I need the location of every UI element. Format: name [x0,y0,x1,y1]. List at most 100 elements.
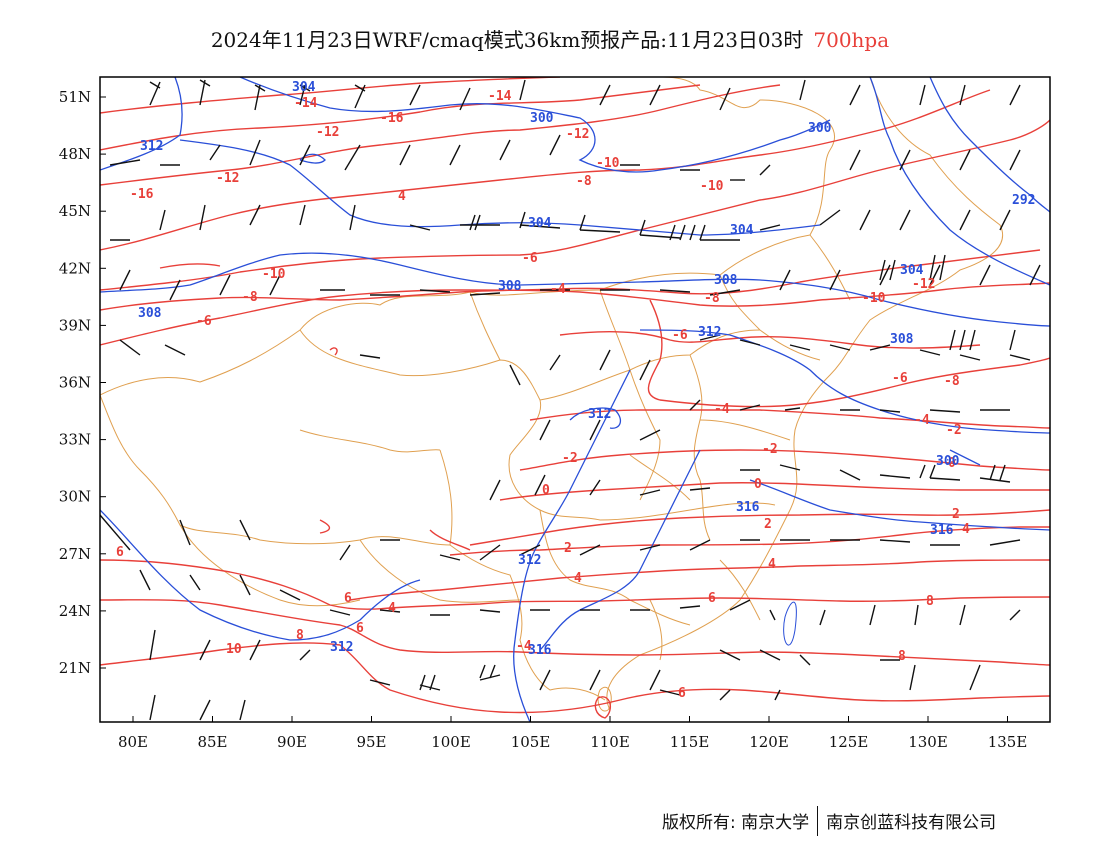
height-label: 308 [890,332,914,347]
height-label: 304 [292,80,316,95]
latitude-tick-label: 51N [59,88,91,106]
temp-label: 2 [764,517,772,532]
temperature-contours [100,77,1050,719]
longitude-tick-label: 125E [829,733,869,751]
longitude-tick-label: 120E [749,733,789,751]
temp-label: -10 [862,291,886,306]
latitude-tick-label: 27N [59,545,91,563]
temp-label: 4 [962,522,970,537]
temp-label: -6 [196,314,212,329]
temp-label: -12 [912,277,935,292]
temp-label: -4 [550,282,566,297]
longitude-tick-label: 105E [511,733,551,751]
height-label: 316 [528,643,552,658]
height-label: 316 [930,523,954,538]
administrative-borders [100,77,1003,712]
height-labels: 304 300 300 312 304 304 292 308 308 304 … [138,80,1035,658]
temp-label: -2 [562,451,578,466]
temp-label: -10 [596,156,620,171]
longitude-tick-label: 115E [670,733,710,751]
height-label: 304 [730,223,754,238]
temp-label: -12 [316,125,339,140]
height-label: 312 [140,139,163,154]
temp-label: 8 [926,594,934,609]
longitude-tick-label: 135E [988,733,1028,751]
latitude-tick-label: 42N [59,259,91,277]
temp-label: -8 [704,291,720,306]
temp-label: 6 [708,591,716,606]
pressure-level-label: 700hpa [813,28,890,52]
temp-label: 6 [116,545,124,560]
height-label: 316 [736,500,760,515]
latitude-tick-label: 36N [59,374,91,392]
longitude-tick-label: 85E [197,733,227,751]
temp-label: -6 [672,328,688,343]
temp-label: 6 [344,591,352,606]
title-main: 2024年11月23日WRF/cmaq模式36km预报产品:11月23日03时 [210,28,804,52]
temp-label: 4 [388,601,396,616]
longitude-tick-label: 110E [590,733,630,751]
temp-label: -10 [700,179,724,194]
height-label: 304 [528,216,552,231]
temp-label: -16 [130,187,154,202]
height-label: 300 [808,121,832,136]
plot-area: -14 -14 -16 -12 -12 -16 -12 -10 -8 -10 -… [100,77,1050,722]
temp-label: 8 [296,628,304,643]
temperature-labels: -14 -14 -16 -12 -12 -16 -12 -10 -8 -10 -… [116,89,970,701]
plot-frame [99,76,1051,723]
temp-label: -16 [380,111,404,126]
temp-label: -12 [566,127,589,142]
temp-label: -8 [242,290,258,305]
height-label: 308 [714,273,738,288]
longitude-tick-label: 80E [118,733,148,751]
latitude-axis: 51N 48N 45N 42N 39N 36N 33N 30N 27N 24N 21N [59,88,106,677]
temp-label: 2 [952,507,960,522]
temp-label: -4 [714,402,730,417]
temp-label: 6 [356,621,364,636]
temp-label: 8 [898,649,906,664]
temp-label: -8 [576,174,592,189]
latitude-tick-label: 21N [59,659,91,677]
temp-label: -8 [944,374,960,389]
copyright-left: 版权所有: 南京大学 [662,813,810,833]
temp-label: -6 [522,251,538,266]
temp-label: -12 [216,171,239,186]
longitude-tick-label: 130E [908,733,948,751]
latitude-tick-label: 45N [59,202,91,220]
height-label: 300 [530,111,554,126]
wind-barbs [100,79,1041,721]
height-label: 312 [698,325,721,340]
latitude-tick-label: 48N [59,145,91,163]
temp-label: 2 [564,541,572,556]
height-label: 292 [1012,193,1035,208]
height-label: 300 [936,454,960,469]
temp-label: -4 [516,639,532,654]
temp-label: -2 [762,442,778,457]
temp-label: 0 [542,483,550,498]
longitude-tick-label: 100E [431,733,471,751]
temp-label: -10 [262,267,286,282]
temp-label: 4 [574,571,582,586]
temp-label: -14 [294,96,318,111]
longitude-tick-label: 90E [277,733,307,751]
height-label: 308 [498,279,522,294]
latitude-tick-label: 30N [59,488,91,506]
temp-label: -2 [946,423,962,438]
temp-label: -14 [488,89,512,104]
temp-label: -6 [892,371,908,386]
height-label: 312 [588,407,611,422]
temp-label: 0 [754,477,762,492]
latitude-tick-label: 33N [59,431,91,449]
height-label: 308 [138,306,162,321]
temp-label: 0 [948,456,956,471]
latitude-tick-label: 24N [59,602,91,620]
height-contours [100,77,1050,722]
temp-label: 10 [226,642,242,657]
copyright-right: 南京创蓝科技有限公司 [826,813,997,833]
height-label: 312 [330,640,353,655]
latitude-tick-label: 39N [59,316,91,334]
longitude-tick-label: 95E [356,733,386,751]
footer-divider [817,806,819,836]
longitude-axis: 80E 85E 90E 95E 100E 105E 110E 115E 120E 125E 130E… [118,716,1027,751]
